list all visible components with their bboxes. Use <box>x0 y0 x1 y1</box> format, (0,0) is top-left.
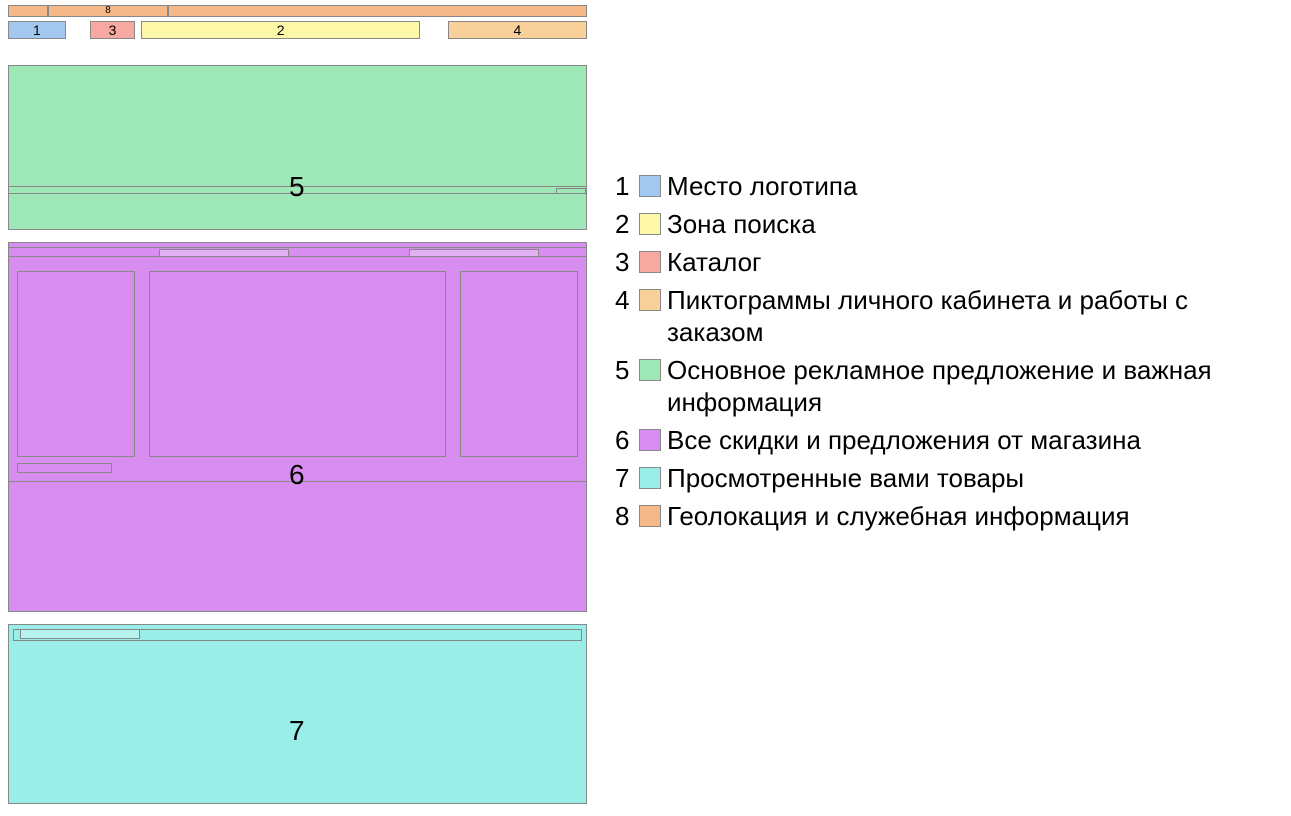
promo-small-box <box>556 188 586 194</box>
header-row: 1 3 2 4 <box>8 21 587 39</box>
viewed-section: 7 <box>8 624 587 804</box>
deals-tab <box>409 249 539 257</box>
legend-number: 6 <box>615 424 639 456</box>
promo-section: 5 <box>8 65 587 230</box>
logo-block: 1 <box>8 21 66 39</box>
legend-row: 7 Просмотренные вами товары <box>615 462 1291 494</box>
deals-label: 6 <box>289 459 305 491</box>
legend-row: 1 Место логотипа <box>615 170 1291 202</box>
legend-number: 7 <box>615 462 639 494</box>
legend-swatch <box>639 429 661 451</box>
legend-row: 2 Зона поиска <box>615 208 1291 240</box>
geo-label-cell: 8 <box>48 5 168 17</box>
legend-text: Пиктограммы личного кабинета и работы с … <box>667 284 1227 348</box>
promo-label: 5 <box>289 171 305 203</box>
legend-text: Все скидки и предложения от магазина <box>667 424 1141 456</box>
legend-number: 8 <box>615 500 639 532</box>
legend-swatch <box>639 175 661 197</box>
geo-left-cell <box>8 5 48 17</box>
legend-swatch <box>639 289 661 311</box>
legend-swatch <box>639 359 661 381</box>
geo-bar: 8 <box>8 5 587 17</box>
legend-swatch <box>639 505 661 527</box>
legend-number: 5 <box>615 354 639 386</box>
wireframe-layout: 8 1 3 2 4 5 6 <box>0 0 595 816</box>
legend-row: 4 Пиктограммы личного кабинета и работы с… <box>615 284 1291 348</box>
viewed-tab <box>20 629 140 639</box>
legend: 1 Место логотипа 2 Зона поиска 3 Каталог 4 Пикт… <box>595 0 1291 816</box>
legend-text: Геолокация и служебная информация <box>667 500 1130 532</box>
legend-text: Место логотипа <box>667 170 857 202</box>
viewed-top-bar <box>13 629 582 641</box>
deals-tabs <box>159 249 539 257</box>
deals-tab <box>159 249 289 257</box>
legend-row: 3 Каталог <box>615 246 1291 278</box>
legend-number: 1 <box>615 170 639 202</box>
legend-text: Зона поиска <box>667 208 816 240</box>
legend-text: Просмотренные вами товары <box>667 462 1024 494</box>
deals-footer-box <box>17 463 112 473</box>
legend-text: Основное рекламное предложение и важная … <box>667 354 1227 418</box>
legend-row: 6 Все скидки и предложения от магазина <box>615 424 1291 456</box>
legend-number: 2 <box>615 208 639 240</box>
legend-swatch <box>639 467 661 489</box>
deals-cards-row <box>17 271 578 457</box>
legend-swatch <box>639 251 661 273</box>
catalog-block: 3 <box>90 21 136 39</box>
legend-row: 8 Геолокация и служебная информация <box>615 500 1291 532</box>
geo-right-cell <box>168 5 587 17</box>
deals-card <box>460 271 578 457</box>
legend-row: 5 Основное рекламное предложение и важная… <box>615 354 1291 418</box>
deals-card <box>149 271 446 457</box>
deals-section: 6 <box>8 242 587 612</box>
search-block: 2 <box>141 21 419 39</box>
legend-number: 3 <box>615 246 639 278</box>
viewed-label: 7 <box>289 715 305 747</box>
legend-number: 4 <box>615 284 639 316</box>
account-block: 4 <box>448 21 587 39</box>
deals-card <box>17 271 135 457</box>
legend-text: Каталог <box>667 246 762 278</box>
legend-swatch <box>639 213 661 235</box>
